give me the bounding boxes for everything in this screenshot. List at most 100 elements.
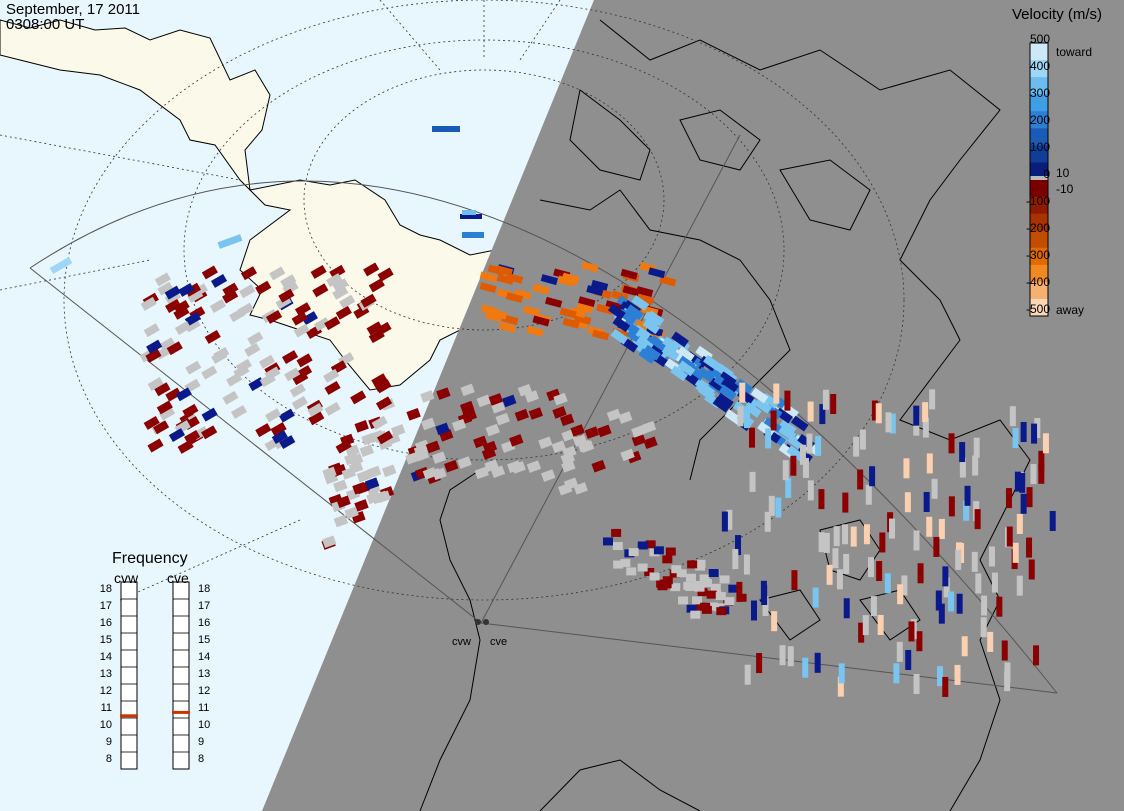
velocity-cell (541, 469, 556, 482)
velocity-cell (1049, 510, 1056, 531)
minus10-label: -10 (1056, 182, 1074, 196)
velocity-cell (187, 288, 204, 303)
velocity-cell (559, 413, 575, 427)
velocity-cell (905, 649, 912, 670)
velocity-cell (697, 366, 715, 383)
velocity-cell (201, 365, 218, 380)
frequency-level-label: 9 (105, 736, 112, 748)
velocity-cell (581, 261, 599, 273)
frequency-level-label: 11 (100, 702, 112, 714)
velocity-cell (509, 434, 524, 447)
velocity-cell (916, 631, 923, 652)
velocity-cell (431, 451, 447, 464)
velocity-tick-label: -300 (1025, 248, 1050, 262)
velocity-cell (335, 305, 352, 320)
velocity-cell (591, 459, 606, 473)
velocity-cell (596, 303, 614, 315)
velocity-cell (432, 467, 447, 481)
velocity-cell (744, 408, 751, 429)
velocity-cell (532, 283, 550, 295)
velocity-cell (637, 541, 648, 550)
colorbar-swatch (1030, 298, 1048, 317)
velocity-cell (712, 396, 731, 413)
fov-outline (29, 134, 1058, 694)
velocity-cell (323, 368, 340, 383)
velocity-cell (1020, 493, 1027, 514)
velocity-cell (931, 478, 938, 499)
velocity-tick-label: -200 (1025, 221, 1050, 235)
velocity-cell (201, 407, 218, 422)
velocity-cell (974, 509, 981, 530)
velocity-cell (436, 387, 451, 400)
velocity-cell (842, 524, 849, 545)
velocity-cell (685, 573, 696, 582)
plus10-label: 10 (1056, 166, 1070, 180)
velocity-cell (719, 384, 737, 401)
velocity-cell (422, 467, 438, 480)
velocity-cell (184, 312, 201, 327)
velocity-cell (678, 596, 689, 605)
velocity-cell (154, 272, 171, 287)
velocity-cell (649, 572, 660, 581)
velocity-cell (764, 511, 771, 532)
velocity-cell (726, 509, 733, 530)
velocity-cell (348, 453, 364, 466)
velocity-cell (376, 430, 394, 445)
velocity-cell (612, 542, 623, 551)
velocity-cell (642, 318, 661, 335)
velocity-cell (265, 309, 283, 324)
velocity-tick-label: -500 (1025, 302, 1050, 316)
velocity-cell (737, 406, 744, 427)
velocity-cell (818, 532, 825, 553)
colorbar-swatch (1030, 111, 1048, 129)
frequency-indicator (120, 581, 190, 770)
velocity-cell (743, 554, 750, 575)
velocity-cell (732, 549, 739, 570)
velocity-cell (293, 323, 310, 338)
velocity-cell (553, 392, 568, 406)
velocity-cell (173, 299, 190, 314)
frequency-level-label: 18 (198, 583, 211, 595)
velocity-cell (822, 389, 829, 410)
velocity-cell (1016, 575, 1023, 596)
velocity-cell (799, 444, 806, 465)
velocity-cell (869, 466, 876, 487)
velocity-cell (889, 518, 896, 539)
velocity-cell (613, 560, 624, 569)
velocity-cell (972, 455, 979, 476)
frequency-level-label: 14 (198, 651, 211, 663)
velocity-cell (665, 547, 676, 556)
velocity-cell (867, 557, 874, 578)
velocity-cell (544, 296, 563, 308)
velocity-cell (425, 440, 441, 454)
velocity-cell (686, 604, 697, 613)
velocity-cell (528, 407, 544, 420)
velocity-cell (271, 430, 288, 445)
velocity-cell (988, 546, 995, 567)
velocity-cell (770, 410, 777, 431)
radar-site-cvw (475, 619, 481, 625)
velocity-cell (871, 400, 878, 421)
velocity-cell (336, 495, 351, 509)
velocity-cell (913, 405, 920, 426)
velocity-cell (1005, 488, 1012, 509)
colorbar-frame (1029, 42, 1049, 317)
velocity-cell (850, 526, 857, 547)
velocity-cell (147, 438, 164, 453)
velocity-cell (719, 575, 730, 584)
velocity-cell (670, 365, 688, 382)
velocity-cell (690, 610, 701, 619)
velocity-cell (213, 347, 230, 361)
velocity-cell (233, 364, 250, 379)
velocity-cell (807, 480, 814, 501)
velocity-cell (877, 614, 884, 635)
velocity-cell (862, 615, 869, 636)
velocity-cell (265, 408, 282, 423)
colorbar-swatch (1030, 247, 1048, 266)
velocity-cell (375, 321, 392, 336)
velocity-cell (980, 617, 987, 638)
frequency-cve-label: cve (167, 570, 189, 586)
colorbar-swatch (1030, 196, 1048, 215)
velocity-cell (819, 404, 826, 425)
